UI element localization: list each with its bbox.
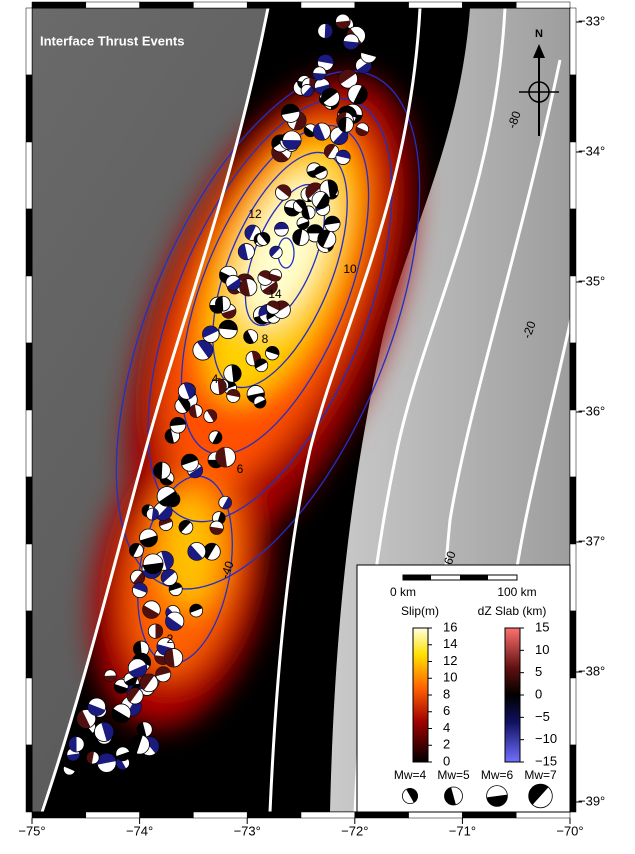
magnitude-label: Mw=6	[481, 768, 514, 782]
frame-piece	[26, 209, 32, 276]
slip-contour-label: 14	[268, 287, 282, 301]
slip-contour-label: 4	[212, 372, 219, 386]
lat-tick-label: −36°	[578, 403, 605, 418]
slip-contour-label: 6	[237, 462, 244, 476]
lon-tick-label: −72°	[341, 823, 368, 838]
dz-colorbar-title: dZ Slab (km)	[478, 604, 547, 618]
frame-piece	[409, 2, 463, 8]
frame-piece	[570, 343, 576, 410]
lon-tick-label: −73°	[234, 823, 261, 838]
frame-piece	[26, 343, 32, 410]
frame-piece	[570, 276, 576, 343]
frame-piece	[26, 276, 32, 343]
lat-tick-label: −34°	[578, 143, 605, 158]
frame-piece	[516, 812, 570, 818]
frame-piece	[26, 611, 32, 678]
frame-piece	[570, 678, 576, 745]
slip-contour-label: 12	[248, 207, 262, 221]
magnitude-label: Mw=7	[524, 768, 557, 782]
frame-piece	[570, 209, 576, 276]
frame-piece	[462, 812, 516, 818]
colorbar-tick-label: 14	[443, 636, 457, 651]
frame-piece	[570, 75, 576, 142]
dz-colorbar	[505, 628, 520, 762]
colorbar-tick-label: 0	[443, 753, 450, 768]
frame-piece	[26, 544, 32, 611]
scale-end: 100 km	[497, 585, 536, 599]
frame-piece	[301, 2, 355, 8]
frame-piece	[247, 812, 301, 818]
frame-piece	[140, 2, 194, 8]
colorbar-tick-label: 2	[443, 737, 450, 752]
colorbar-tick-label: 16	[443, 619, 457, 634]
frame-piece	[570, 410, 576, 477]
frame-piece	[26, 745, 32, 812]
frame-piece	[32, 812, 86, 818]
colorbar-tick-label: 6	[443, 703, 450, 718]
magnitude-symbol	[444, 787, 462, 805]
frame-piece	[301, 812, 355, 818]
magnitude-symbol	[487, 786, 508, 807]
frame-piece	[462, 2, 516, 8]
frame-piece	[26, 410, 32, 477]
map-title: Interface Thrust Events	[40, 33, 185, 48]
map-figure: 2468101214-80-60-40-20 −75°−74°−73°−72°−…	[0, 0, 635, 849]
frame-piece	[570, 745, 576, 812]
magnitude-symbol	[529, 784, 553, 808]
frame-piece	[247, 2, 301, 8]
north-label: N	[535, 28, 543, 40]
colorbar-tick-label: −10	[535, 731, 557, 746]
frame-piece	[86, 812, 140, 818]
frame-piece	[193, 812, 247, 818]
frame-piece	[26, 8, 32, 75]
lat-tick-label: −35°	[578, 273, 605, 288]
magnitude-symbol	[402, 788, 417, 803]
frame-piece	[570, 8, 576, 75]
frame-piece	[26, 75, 32, 142]
frame-piece	[140, 812, 194, 818]
frame-piece	[570, 477, 576, 544]
colorbar-tick-label: 4	[443, 720, 450, 735]
frame-piece	[26, 678, 32, 745]
lon-tick-label: −74°	[126, 823, 153, 838]
slip-colorbar-title: Slip(m)	[401, 604, 439, 618]
frame-piece	[355, 2, 409, 8]
frame-piece	[570, 142, 576, 209]
slip-colorbar	[413, 628, 428, 762]
frame-piece	[516, 2, 570, 8]
colorbar-tick-label: −5	[535, 709, 550, 724]
frame-piece	[26, 142, 32, 209]
frame-piece	[32, 2, 86, 8]
magnitude-label: Mw=4	[394, 768, 427, 782]
magnitude-label: Mw=5	[437, 768, 470, 782]
legend: 0 km 100 km Slip(m) dZ Slab (km) 0246810…	[357, 565, 570, 812]
colorbar-tick-label: 15	[535, 619, 549, 634]
lat-tick-label: −37°	[578, 533, 605, 548]
colorbar-tick-label: 12	[443, 653, 457, 668]
colorbar-tick-label: 5	[535, 664, 542, 679]
colorbar-tick-label: 0	[535, 686, 542, 701]
lon-tick-label: −71°	[449, 823, 476, 838]
lat-tick-label: −33°	[578, 13, 605, 28]
lon-tick-label: −75°	[18, 823, 45, 838]
frame-piece	[570, 544, 576, 611]
colorbar-tick-label: 10	[535, 642, 549, 657]
slip-contour-label: 8	[262, 332, 269, 346]
slip-contour-label: 2	[167, 632, 174, 646]
colorbar-tick-label: 10	[443, 670, 457, 685]
scale-start: 0 km	[390, 585, 416, 599]
lon-tick-label: −70°	[556, 823, 583, 838]
lat-tick-label: −38°	[578, 663, 605, 678]
frame-piece	[26, 477, 32, 544]
lat-tick-label: −39°	[578, 793, 605, 808]
frame-piece	[409, 812, 463, 818]
frame-piece	[570, 611, 576, 678]
colorbar-tick-label: 8	[443, 686, 450, 701]
frame-piece	[355, 812, 409, 818]
colorbar-tick-label: −15	[535, 753, 557, 768]
slip-contour-label: 10	[343, 262, 357, 276]
frame-piece	[86, 2, 140, 8]
frame-piece	[193, 2, 247, 8]
